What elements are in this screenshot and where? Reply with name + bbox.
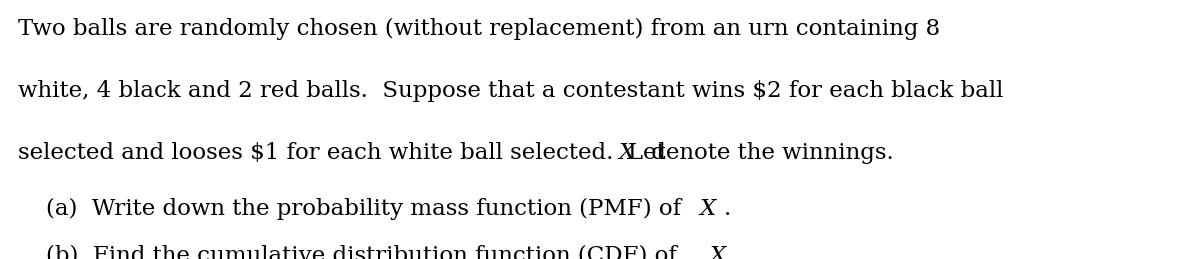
Text: denote the winnings.: denote the winnings.: [644, 142, 894, 164]
Text: white, 4 black and 2 red balls.  Suppose that a contestant wins $2 for each blac: white, 4 black and 2 red balls. Suppose …: [18, 80, 1003, 102]
Text: (a)  Write down the probability mass function (PMF) of: (a) Write down the probability mass func…: [46, 198, 688, 220]
Text: selected and looses $1 for each white ball selected.  Let: selected and looses $1 for each white ba…: [18, 142, 673, 164]
Text: (b)  Find the cumulative distribution function (CDF) of: (b) Find the cumulative distribution fun…: [46, 245, 684, 259]
Text: X: X: [709, 245, 726, 259]
Text: X: X: [618, 142, 635, 164]
Text: Two balls are randomly chosen (without replacement) from an urn containing 8: Two balls are randomly chosen (without r…: [18, 18, 940, 40]
Text: .: .: [733, 245, 740, 259]
Text: .: .: [724, 198, 731, 220]
Text: X: X: [700, 198, 716, 220]
